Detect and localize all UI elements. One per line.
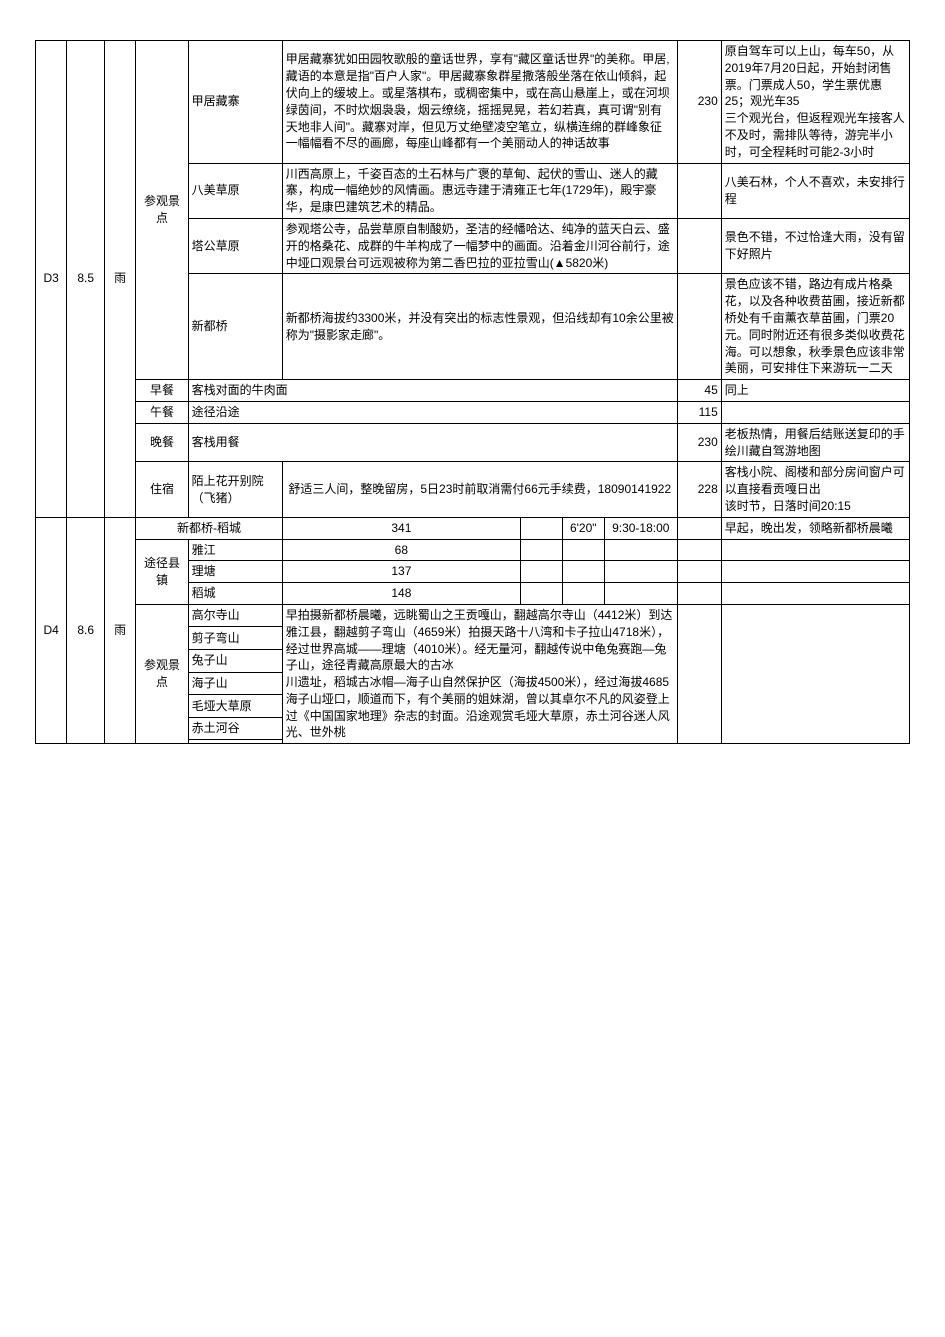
town-name: 雅江 — [188, 539, 282, 561]
sight-cost — [677, 274, 721, 380]
empty-cell — [677, 583, 721, 605]
sight-name: 赤土河谷 — [188, 717, 282, 740]
empty-cell — [721, 539, 909, 561]
sight-desc: 甲居藏寨犹如田园牧歌般的童话世界，享有"藏区童话世界"的美称。甲居,藏语的本意是… — [282, 41, 677, 164]
sight-desc: 川西高原上，千姿百态的土石林与广褒的草甸、起伏的雪山、迷人的藏寨，构成一幅绝妙的… — [282, 163, 677, 218]
empty-cell — [521, 517, 563, 539]
sight-remark: 原自驾车可以上山，每车50，从2019年7月20日起，开始封闭售票。门票成人50… — [721, 41, 909, 164]
town-km: 137 — [282, 561, 520, 583]
date-cell: 8.6 — [67, 517, 105, 744]
sight-name: 毛垭大草原 — [188, 695, 282, 718]
meal-remark: 同上 — [721, 380, 909, 402]
empty-cell — [721, 583, 909, 605]
empty-cell — [604, 561, 677, 583]
sights-section-label: 参观景点 — [144, 194, 180, 225]
route-time: 9:30-18:00 — [604, 517, 677, 539]
empty-cell — [521, 539, 563, 561]
towns-label: 途径县镇 — [136, 539, 188, 604]
empty-cell — [521, 583, 563, 605]
weather-label: 雨 — [114, 271, 126, 285]
sight-name: 新都桥 — [188, 274, 282, 380]
itinerary-table: D3 8.5 雨 参观景点 甲居藏寨 甲居藏寨犹如田园牧歌般的童话世界，享有"藏… — [35, 40, 910, 744]
sight-name: 甲居藏寨 — [188, 41, 282, 164]
empty-cell — [677, 561, 721, 583]
sight-name: 剪子弯山 — [188, 627, 282, 650]
meal-place: 客栈用餐 — [188, 423, 677, 462]
meal-place: 途径沿途 — [188, 401, 677, 423]
day-label: D3 — [44, 271, 59, 285]
empty-cell — [562, 583, 604, 605]
empty-cell — [677, 539, 721, 561]
sight-cost — [677, 163, 721, 218]
town-km: 68 — [282, 539, 520, 561]
stay-label: 住宿 — [136, 462, 188, 517]
town-name: 理塘 — [188, 561, 282, 583]
route-duration: 6'20" — [562, 517, 604, 539]
date-label: 8.6 — [77, 623, 94, 637]
meal-cost: 230 — [677, 423, 721, 462]
sight-name: 八美草原 — [188, 163, 282, 218]
date-cell: 8.5 — [67, 41, 105, 518]
route-name: 新都桥-稻城 — [136, 517, 282, 539]
sight-name: 塔公草原 — [188, 218, 282, 273]
sight-cost: 230 — [677, 41, 721, 164]
empty-cell — [677, 517, 721, 539]
empty-cell — [604, 539, 677, 561]
day-cell: D3 — [36, 41, 67, 518]
town-name: 稻城 — [188, 583, 282, 605]
sights-section-label: 参观景点 — [136, 604, 188, 743]
sight-desc: 新都桥海拔约3300米，并没有突出的标志性景观，但沿线却有10余公里被称为"摄影… — [282, 274, 677, 380]
stay-cost: 228 — [677, 462, 721, 517]
stay-place: 陌上花开别院（飞猪） — [188, 462, 282, 517]
weather-label: 雨 — [114, 623, 126, 637]
sight-desc: 参观塔公寺，品尝草原自制酸奶，圣洁的经幡哈达、纯净的蓝天白云、盛开的格桑花、成群… — [282, 218, 677, 273]
meal-place: 客栈对面的牛肉面 — [188, 380, 677, 402]
weather-cell: 雨 — [104, 517, 135, 744]
meal-remark — [721, 401, 909, 423]
stay-desc: 舒适三人间，整晚留房，5日23时前取消需付66元手续费，18090141922 — [282, 462, 677, 517]
section-label: 参观景点 — [136, 41, 188, 380]
day-label: D4 — [44, 623, 59, 637]
empty-cell — [677, 604, 721, 743]
empty-cell — [562, 561, 604, 583]
meal-cost: 115 — [677, 401, 721, 423]
sight-name: 高尔寺山 — [188, 604, 282, 627]
sights-desc: 早拍摄新都桥晨曦，远眺蜀山之王贡嘎山，翻越高尔寺山（4412米）到达雅江县，翻越… — [282, 604, 677, 743]
date-label: 8.5 — [77, 271, 94, 285]
meal-label: 晚餐 — [136, 423, 188, 462]
town-km: 148 — [282, 583, 520, 605]
meal-label: 午餐 — [136, 401, 188, 423]
meal-cost: 45 — [677, 380, 721, 402]
sight-name: 兔子山 — [188, 650, 282, 673]
empty-cell — [721, 604, 909, 743]
empty-cell — [521, 561, 563, 583]
route-km: 341 — [282, 517, 520, 539]
sight-name: 海子山 — [188, 672, 282, 695]
route-remark: 早起，晚出发，领略新都桥晨曦 — [721, 517, 909, 539]
day-cell: D4 — [36, 517, 67, 744]
stay-remark: 客栈小院、阁楼和部分房间窗户可以直接看贡嘎日出 该时节，日落时间20:15 — [721, 462, 909, 517]
weather-cell: 雨 — [104, 41, 135, 518]
sight-remark: 八美石林，个人不喜欢，未安排行程 — [721, 163, 909, 218]
empty-cell — [188, 740, 282, 744]
empty-cell — [604, 583, 677, 605]
meal-remark: 老板热情，用餐后结账送复印的手绘川藏自驾游地图 — [721, 423, 909, 462]
empty-cell — [721, 561, 909, 583]
sight-cost — [677, 218, 721, 273]
sight-remark: 景色不错，不过恰逢大雨，没有留下好照片 — [721, 218, 909, 273]
sight-remark: 景色应该不错，路边有成片格桑花，以及各种收费苗圃，接近新都桥处有千亩薰衣草苗圃，… — [721, 274, 909, 380]
empty-cell — [562, 539, 604, 561]
meal-label: 早餐 — [136, 380, 188, 402]
